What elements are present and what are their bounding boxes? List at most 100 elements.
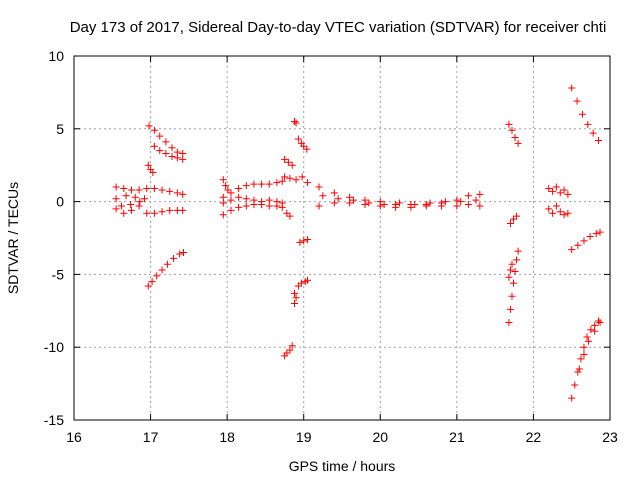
data-point bbox=[284, 158, 292, 166]
data-point bbox=[120, 209, 128, 217]
data-point bbox=[140, 195, 148, 203]
data-point bbox=[219, 199, 227, 207]
data-point bbox=[595, 136, 603, 144]
data-point bbox=[150, 142, 158, 150]
data-point bbox=[568, 394, 576, 402]
series-arc-s bbox=[505, 260, 516, 281]
data-point bbox=[505, 318, 513, 326]
series-arc-g bbox=[281, 173, 312, 187]
data-point bbox=[131, 193, 139, 201]
data-point bbox=[283, 209, 291, 217]
series-arc-v bbox=[568, 84, 603, 144]
data-point bbox=[294, 135, 302, 143]
data-point bbox=[173, 154, 181, 162]
data-point bbox=[513, 256, 521, 264]
data-point bbox=[304, 276, 312, 284]
data-point bbox=[222, 182, 230, 190]
data-point bbox=[303, 145, 311, 153]
data-point bbox=[514, 247, 522, 255]
series-arc-p bbox=[505, 120, 522, 147]
data-point bbox=[149, 168, 157, 176]
data-point bbox=[505, 120, 513, 128]
data-point bbox=[127, 201, 135, 209]
data-point bbox=[179, 249, 187, 257]
data-point bbox=[574, 368, 582, 376]
data-point bbox=[580, 350, 588, 358]
data-point bbox=[422, 202, 430, 210]
data-point bbox=[291, 289, 299, 297]
chart-title: Day 173 of 2017, Sidereal Day-to-day VTE… bbox=[70, 19, 607, 36]
y-tick-label: -10 bbox=[44, 339, 64, 355]
data-point bbox=[578, 110, 586, 118]
data-point bbox=[513, 212, 521, 220]
data-point bbox=[472, 196, 480, 204]
data-point bbox=[392, 203, 400, 211]
data-point bbox=[580, 237, 588, 245]
data-point bbox=[135, 202, 143, 210]
y-axis-label: SDTVAR / TECUs bbox=[5, 182, 21, 294]
data-point bbox=[292, 176, 300, 184]
series-arc-e-upper bbox=[219, 177, 286, 201]
plot-frame bbox=[73, 55, 611, 421]
data-point bbox=[298, 173, 306, 181]
data-point bbox=[346, 199, 354, 207]
data-point bbox=[330, 189, 338, 197]
series-arc-w bbox=[568, 228, 604, 254]
data-point bbox=[365, 199, 373, 207]
data-point bbox=[127, 206, 135, 214]
series-arc-e-lower bbox=[219, 201, 286, 219]
data-point bbox=[281, 155, 289, 163]
data-point bbox=[162, 150, 170, 158]
data-point bbox=[304, 179, 312, 187]
data-point bbox=[549, 209, 557, 217]
series-arc-n bbox=[281, 342, 296, 360]
data-point bbox=[242, 202, 250, 210]
data-point bbox=[591, 327, 599, 335]
data-point bbox=[179, 155, 187, 163]
data-point bbox=[150, 184, 158, 192]
y-axis-ticks: 10 5 0 -5 -10 -15 bbox=[44, 48, 610, 428]
series-arc-m bbox=[291, 289, 300, 308]
data-point bbox=[476, 202, 484, 210]
data-point bbox=[376, 202, 384, 210]
data-point bbox=[153, 272, 161, 280]
data-point bbox=[162, 138, 170, 146]
data-point bbox=[560, 211, 568, 219]
series-arc-a-upper bbox=[112, 183, 187, 198]
data-point bbox=[176, 250, 184, 258]
series-arc-d-low bbox=[144, 249, 187, 290]
data-point bbox=[304, 235, 312, 243]
series-arc-y bbox=[575, 318, 604, 373]
data-point bbox=[286, 346, 294, 354]
data-point bbox=[219, 176, 227, 184]
data-point bbox=[144, 161, 152, 169]
data-point bbox=[300, 142, 308, 150]
x-tick-label: 20 bbox=[372, 429, 388, 445]
data-point bbox=[136, 198, 144, 206]
series-arc-i bbox=[291, 118, 300, 127]
data-point bbox=[426, 199, 434, 207]
data-point bbox=[170, 254, 178, 262]
data-point bbox=[457, 198, 465, 206]
x-axis-label: GPS time / hours bbox=[289, 458, 396, 474]
data-point bbox=[407, 203, 415, 211]
data-point bbox=[120, 184, 128, 192]
data-point bbox=[143, 184, 151, 192]
data-point bbox=[283, 349, 291, 357]
data-point bbox=[286, 212, 294, 220]
data-point bbox=[464, 201, 472, 209]
data-point bbox=[148, 278, 156, 286]
data-point bbox=[564, 209, 572, 217]
data-point bbox=[545, 184, 553, 192]
data-point bbox=[441, 198, 449, 206]
data-point bbox=[163, 260, 171, 268]
data-point bbox=[508, 260, 516, 268]
grid-lines bbox=[74, 56, 610, 420]
data-point bbox=[143, 209, 151, 217]
data-point bbox=[587, 326, 595, 334]
data-point bbox=[258, 180, 266, 188]
data-point bbox=[506, 266, 514, 274]
data-point bbox=[511, 267, 519, 275]
series-arc-h bbox=[283, 209, 294, 220]
